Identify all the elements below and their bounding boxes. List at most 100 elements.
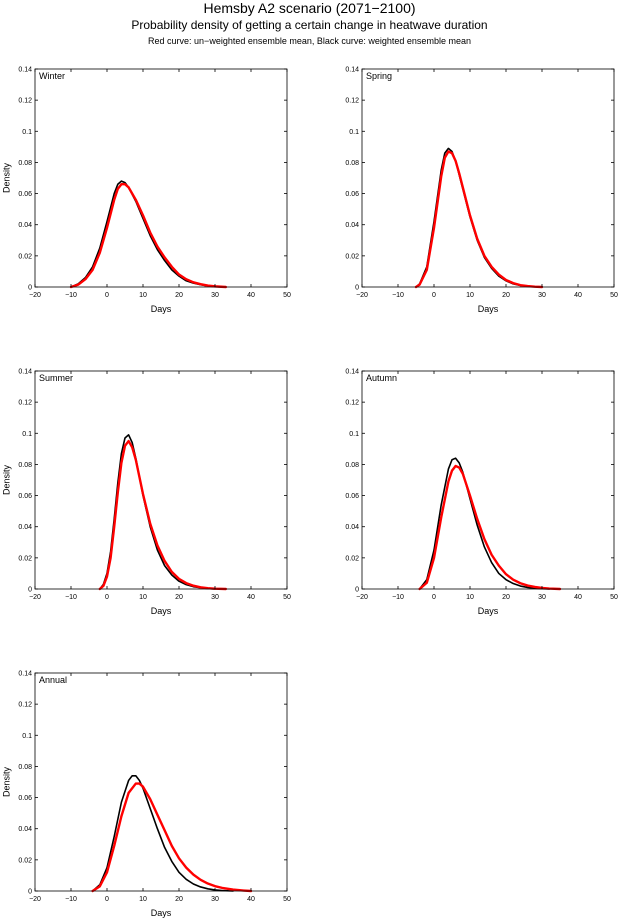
- summer-ytick-label: 0.1: [22, 431, 32, 438]
- summer-ytick-label: 0.14: [18, 369, 32, 376]
- annual-xtick-label: 50: [283, 896, 291, 903]
- winter-axes-frame: [34, 68, 288, 288]
- spring-ytick-label: 0.06: [345, 191, 359, 198]
- summer-xtick-label: −20: [29, 594, 41, 601]
- winter-ytick-label: 0.1: [22, 129, 32, 136]
- autumn-ytick-label: 0.1: [349, 431, 359, 438]
- annual-ytick-label: 0.08: [18, 764, 32, 771]
- annual-ytick-label: 0.04: [18, 826, 32, 833]
- autumn-ytick-label: 0.14: [345, 369, 359, 376]
- chart-subtitle: Probability density of getting a certain…: [131, 18, 488, 32]
- annual-xtick-label: 40: [247, 896, 255, 903]
- autumn-ytick-label: 0.04: [345, 524, 359, 531]
- winter-y-axis-label: Density: [1, 162, 11, 193]
- winter-xtick-label: 50: [283, 292, 291, 299]
- panel-annual: −20 −10 0 10 20 30 40 50 0 0.02 0.04 0.06 0.08 0.1 0.1…: [1, 671, 291, 919]
- autumn-ytick-label: 0: [355, 587, 359, 594]
- annual-xtick-label: 30: [211, 896, 219, 903]
- spring-xtick-label: −20: [356, 292, 368, 299]
- summer-curve-unweighted: [98, 439, 228, 591]
- winter-xtick-label: 20: [175, 292, 183, 299]
- annual-curve-weighted: [91, 774, 234, 892]
- autumn-xtick-label: 10: [466, 594, 474, 601]
- winter-xtick-label: −20: [29, 292, 41, 299]
- autumn-xtick-label: 0: [432, 594, 436, 601]
- summer-y-axis-label: Density: [1, 464, 11, 495]
- winter-ytick-label: 0.14: [18, 67, 32, 74]
- winter-curve-unweighted: [69, 183, 228, 289]
- annual-axes-frame: [34, 672, 288, 892]
- summer-xtick-label: 0: [105, 594, 109, 601]
- summer-xtick-label: 40: [247, 594, 255, 601]
- autumn-xtick-label: 30: [538, 594, 546, 601]
- summer-xtick-label: 30: [211, 594, 219, 601]
- summer-panel-label: Summer: [39, 373, 73, 383]
- autumn-ytick-label: 0.06: [345, 493, 359, 500]
- winter-xtick-label: −10: [65, 292, 77, 299]
- spring-ytick-label: 0.14: [345, 67, 359, 74]
- autumn-ytick-label: 0.08: [345, 462, 359, 469]
- summer-x-axis-label: Days: [151, 606, 172, 616]
- annual-ytick-label: 0.02: [18, 857, 32, 864]
- annual-ytick-label: 0.06: [18, 795, 32, 802]
- spring-ytick-label: 0.08: [345, 160, 359, 167]
- autumn-curve-unweighted: [418, 464, 562, 591]
- summer-ytick-label: 0.02: [18, 555, 32, 562]
- summer-ytick-label: 0.06: [18, 493, 32, 500]
- autumn-xtick-label: 40: [574, 594, 582, 601]
- annual-x-axis-label: Days: [151, 908, 172, 918]
- summer-ytick-label: 0.08: [18, 462, 32, 469]
- curve-legend-note: Red curve: un−weighted ensemble mean, Bl…: [148, 36, 471, 46]
- autumn-xtick-label: 50: [610, 594, 618, 601]
- autumn-curve-weighted: [418, 457, 551, 590]
- spring-ytick-label: 0: [355, 285, 359, 292]
- summer-ytick-label: 0.04: [18, 524, 32, 531]
- summer-ytick-label: 0.12: [18, 400, 32, 407]
- autumn-xtick-label: −20: [356, 594, 368, 601]
- annual-ytick-label: 0.12: [18, 702, 32, 709]
- winter-curve-weighted: [70, 180, 223, 288]
- winter-ytick-label: 0.02: [18, 253, 32, 260]
- winter-ytick-label: 0.06: [18, 191, 32, 198]
- autumn-xtick-label: 20: [502, 594, 510, 601]
- autumn-ytick-label: 0.12: [345, 400, 359, 407]
- summer-ytick-label: 0: [28, 587, 32, 594]
- winter-xtick-label: 30: [211, 292, 219, 299]
- spring-xtick-label: 50: [610, 292, 618, 299]
- spring-xtick-label: 40: [574, 292, 582, 299]
- summer-xtick-label: −10: [65, 594, 77, 601]
- annual-xtick-label: −20: [29, 896, 41, 903]
- summer-xtick-label: 20: [175, 594, 183, 601]
- autumn-xtick-label: −10: [392, 594, 404, 601]
- annual-xtick-label: 20: [175, 896, 183, 903]
- summer-xtick-label: 50: [283, 594, 291, 601]
- annual-panel-label: Annual: [39, 675, 67, 685]
- spring-x-axis-label: Days: [478, 304, 499, 314]
- summer-axes-frame: [34, 370, 288, 590]
- panel-autumn: −20 −10 0 10 20 30 40 50 0 0.02 0.04 0.06 0.08 0.1 0.1…: [345, 369, 618, 617]
- autumn-ytick-label: 0.02: [345, 555, 359, 562]
- spring-xtick-label: 30: [538, 292, 546, 299]
- spring-xtick-label: 10: [466, 292, 474, 299]
- winter-xtick-label: 40: [247, 292, 255, 299]
- autumn-panel-label: Autumn: [366, 373, 397, 383]
- winter-ytick-label: 0.04: [18, 222, 32, 229]
- winter-x-axis-label: Days: [151, 304, 172, 314]
- spring-ytick-label: 0.1: [349, 129, 359, 136]
- spring-ytick-label: 0.04: [345, 222, 359, 229]
- annual-curve-unweighted: [91, 782, 253, 893]
- winter-xtick-label: 10: [139, 292, 147, 299]
- winter-ytick-label: 0.08: [18, 160, 32, 167]
- panel-summer: −20 −10 0 10 20 30 40 50 0 0.02 0.04 0.06 0.08 0.1 0.1…: [1, 369, 291, 617]
- spring-xtick-label: −10: [392, 292, 404, 299]
- spring-axes-frame: [361, 68, 615, 288]
- panel-winter: −20 −10 0 10 20 30 40 50 0 0.02 0.04 0.06 0.08 0.1 0.1…: [1, 67, 291, 315]
- annual-ytick-label: 0: [28, 889, 32, 896]
- chart-title: Hemsby A2 scenario (2071−2100): [203, 0, 416, 16]
- spring-ytick-label: 0.02: [345, 253, 359, 260]
- winter-panel-label: Winter: [39, 71, 65, 81]
- panel-spring: −20 −10 0 10 20 30 40 50 0 0.02 0.04 0.06 0.08 0.1 0.1…: [345, 67, 618, 315]
- spring-panel-label: Spring: [366, 71, 392, 81]
- annual-xtick-label: 10: [139, 896, 147, 903]
